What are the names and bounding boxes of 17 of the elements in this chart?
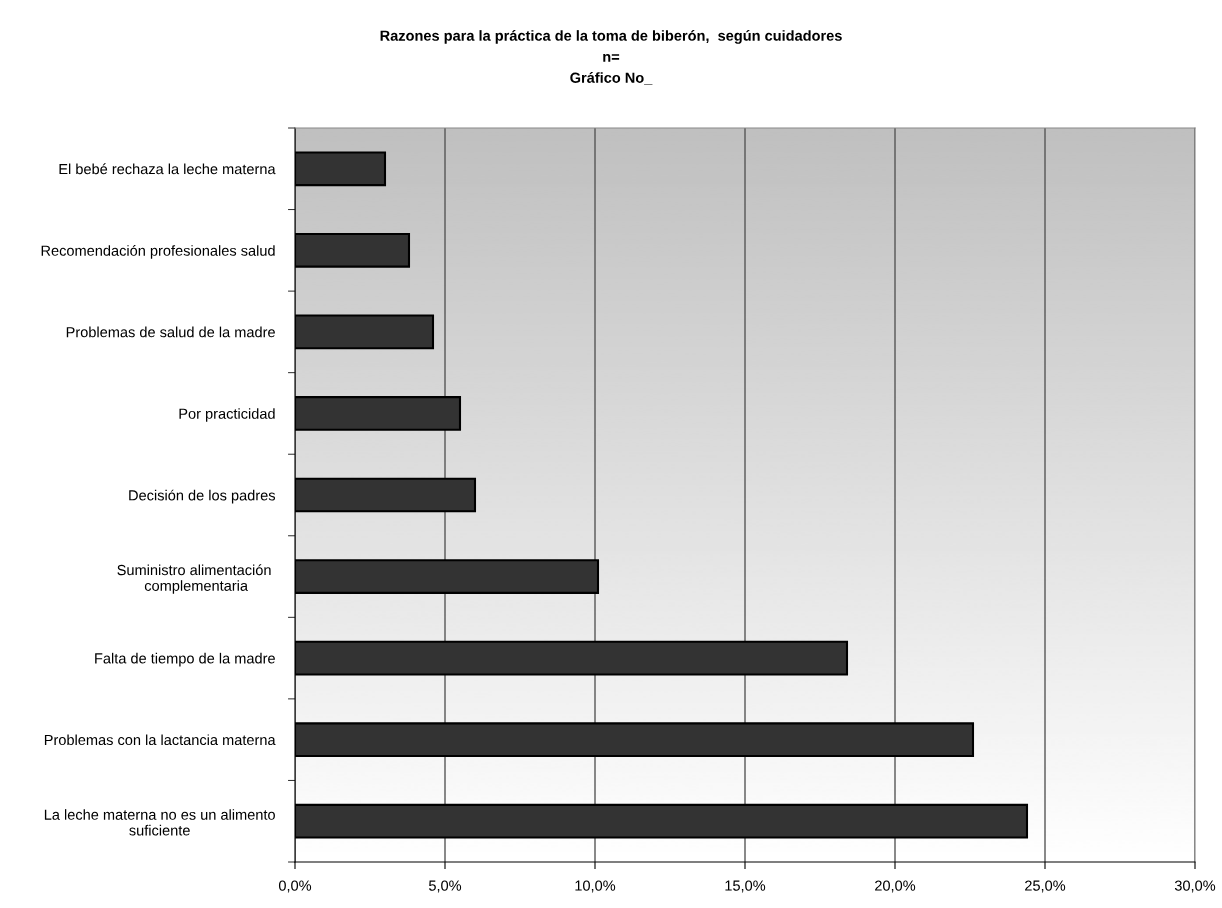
x-tick-label: 20,0% <box>875 880 916 893</box>
x-tick-label: 25,0% <box>1025 880 1066 893</box>
y-tick-label: Problemas de salud de la madre <box>66 326 275 338</box>
x-tick-label: 10,0% <box>575 880 616 893</box>
y-tick-label: El bebé rechaza la leche materna <box>59 163 276 175</box>
y-tick-label: Falta de tiempo de la madre <box>95 652 275 667</box>
y-tick-label: Recomendación profesionales salud <box>41 244 275 259</box>
y-tick-label: Problemas con la lactancia materna <box>44 734 276 746</box>
x-tick-label: 15,0% <box>725 880 766 893</box>
y-tick-label: Por practicidad <box>179 408 275 422</box>
x-tick-label: 30,0% <box>1174 880 1216 893</box>
x-tick-label: 0,0% <box>278 880 312 893</box>
chart-title: Razones para la práctica de la toma de biberón, según cuidadores n= Gráfico No_ <box>380 30 842 85</box>
y-tick-label: La leche materna no es un alimento suficiente <box>44 809 275 836</box>
y-tick-label: Suministro alimentación complementaria <box>117 564 271 594</box>
y-tick-label: Decisión de los padres <box>129 489 276 504</box>
x-tick-label: 5,0% <box>428 880 462 893</box>
